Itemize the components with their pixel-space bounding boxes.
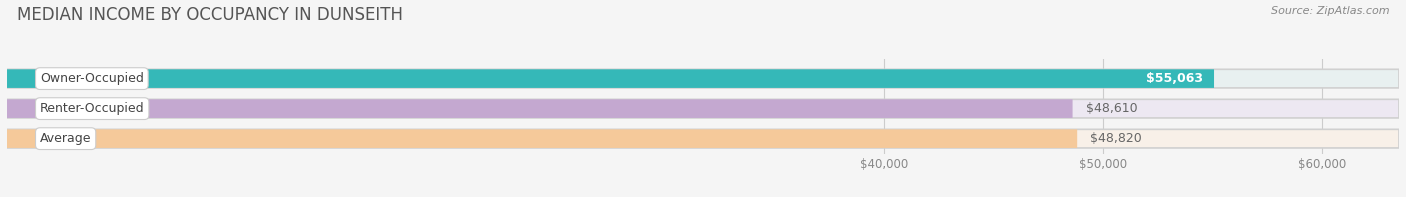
Text: $48,610: $48,610 [1085,102,1137,115]
FancyBboxPatch shape [7,69,1399,88]
FancyBboxPatch shape [7,99,1073,118]
Text: $48,820: $48,820 [1090,132,1142,145]
Text: Owner-Occupied: Owner-Occupied [39,72,143,85]
FancyBboxPatch shape [7,129,1399,148]
Text: Renter-Occupied: Renter-Occupied [39,102,145,115]
FancyBboxPatch shape [7,129,1077,148]
Text: Source: ZipAtlas.com: Source: ZipAtlas.com [1271,6,1389,16]
Text: $55,063: $55,063 [1146,72,1204,85]
Text: Average: Average [39,132,91,145]
Text: MEDIAN INCOME BY OCCUPANCY IN DUNSEITH: MEDIAN INCOME BY OCCUPANCY IN DUNSEITH [17,6,404,24]
FancyBboxPatch shape [7,99,1399,118]
FancyBboxPatch shape [7,69,1213,88]
